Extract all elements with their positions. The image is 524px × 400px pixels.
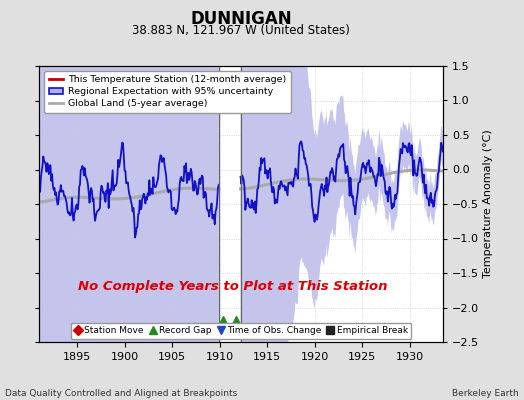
Text: 38.883 N, 121.967 W (United States): 38.883 N, 121.967 W (United States) xyxy=(132,24,350,37)
Text: Data Quality Controlled and Aligned at Breakpoints: Data Quality Controlled and Aligned at B… xyxy=(5,389,237,398)
Legend: Station Move, Record Gap, Time of Obs. Change, Empirical Break: Station Move, Record Gap, Time of Obs. C… xyxy=(71,323,411,339)
Text: No Complete Years to Plot at This Station: No Complete Years to Plot at This Statio… xyxy=(78,280,388,293)
Text: Berkeley Earth: Berkeley Earth xyxy=(452,389,519,398)
Y-axis label: Temperature Anomaly (°C): Temperature Anomaly (°C) xyxy=(483,130,493,278)
Text: DUNNIGAN: DUNNIGAN xyxy=(190,10,292,28)
